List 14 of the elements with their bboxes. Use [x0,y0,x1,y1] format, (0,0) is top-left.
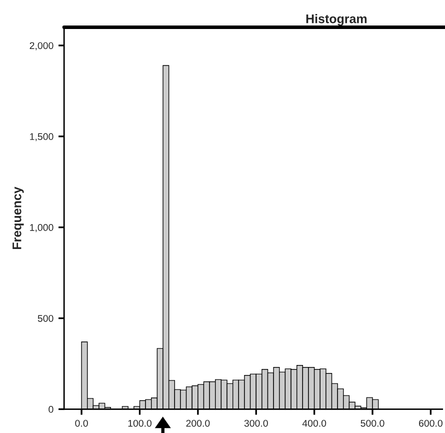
y-tick-label: 1,500 [30,133,54,142]
y-tick-label: 500 [38,314,54,322]
x-tick-label: 500.0 [360,420,384,427]
x-tick-label: 100.0 [128,420,152,427]
y-tick-label: 0 [48,406,54,413]
y-axis-title: Frequency [12,186,24,249]
x-tick-label: 300.0 [244,420,268,427]
x-tick-label: 400.0 [302,420,326,427]
chart-title: Histogram [306,14,367,26]
y-tick-label: 1,000 [30,224,54,232]
x-tick-label: 600.0 [419,420,442,427]
x-tick-label: 0.0 [75,420,88,427]
x-tick-label: 200.0 [186,420,210,427]
y-tick-label: 2,000 [30,42,54,50]
